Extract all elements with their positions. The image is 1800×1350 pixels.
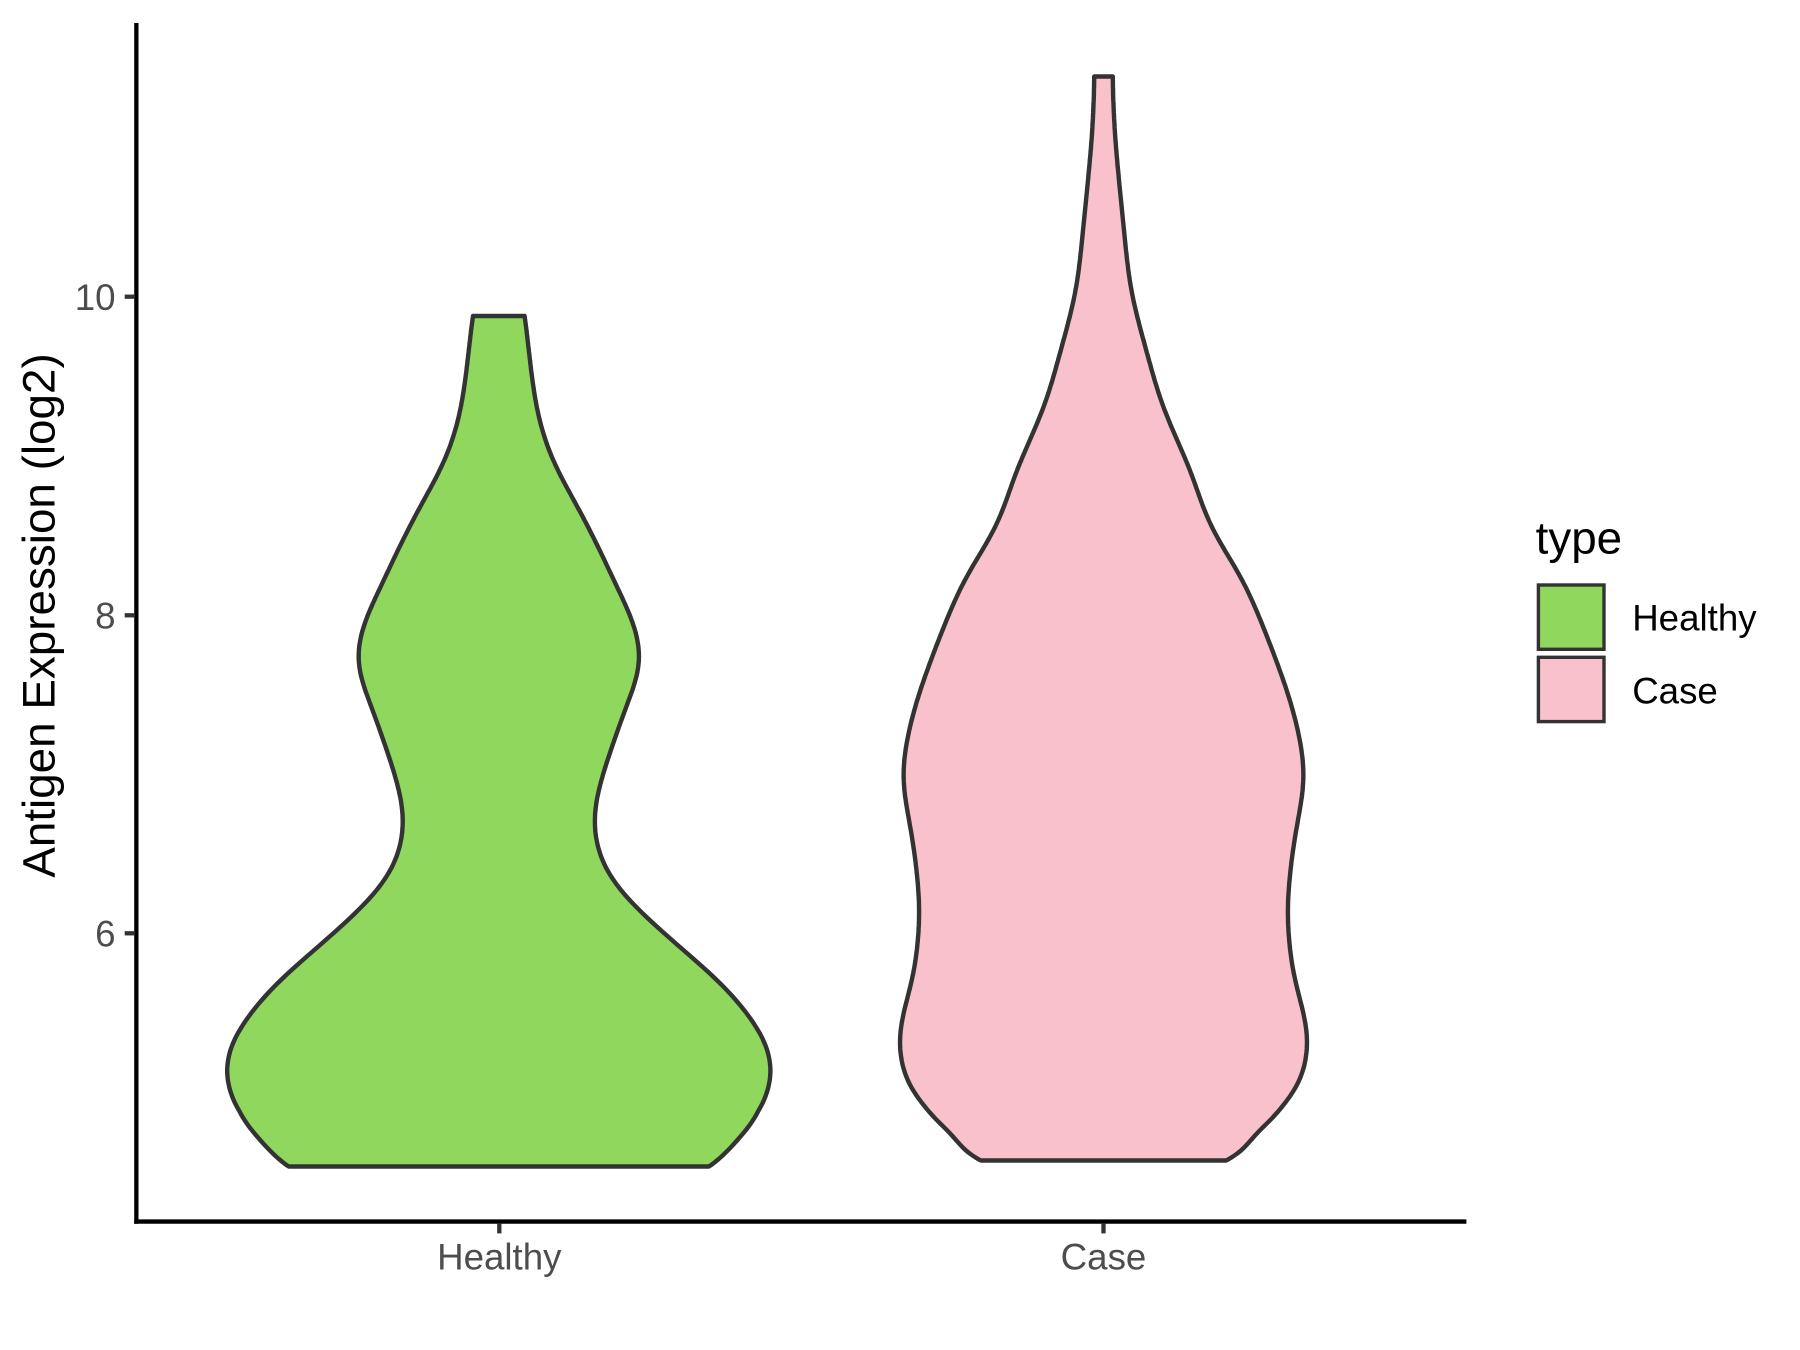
svg-text:Healthy: Healthy <box>1632 597 1757 638</box>
svg-text:6: 6 <box>95 914 115 955</box>
svg-text:Antigen Expression (log2): Antigen Expression (log2) <box>14 353 65 877</box>
svg-text:10: 10 <box>75 277 116 318</box>
svg-text:type: type <box>1536 513 1623 564</box>
svg-text:Healthy: Healthy <box>437 1237 562 1278</box>
svg-text:Case: Case <box>1632 670 1718 711</box>
svg-text:Case: Case <box>1061 1237 1147 1278</box>
svg-text:8: 8 <box>95 596 115 637</box>
